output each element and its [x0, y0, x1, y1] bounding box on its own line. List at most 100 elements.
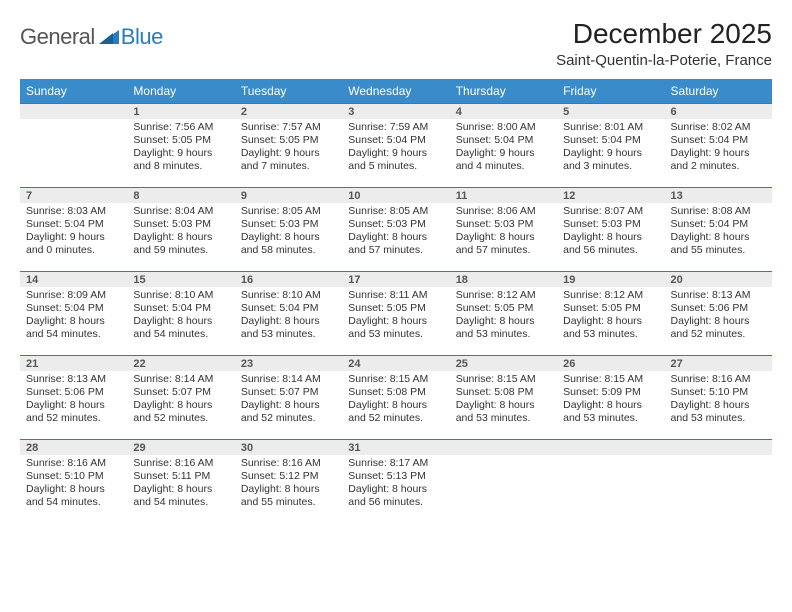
- calendar-day-cell: 12Sunrise: 8:07 AMSunset: 5:03 PMDayligh…: [557, 187, 664, 271]
- day-number: 10: [342, 187, 449, 203]
- day-info-line: Daylight: 9 hours: [133, 147, 228, 160]
- day-number: 17: [342, 271, 449, 287]
- day-number: 21: [20, 355, 127, 371]
- day-info-line: Sunset: 5:06 PM: [26, 386, 121, 399]
- day-number: [557, 439, 664, 455]
- day-info-line: and 53 minutes.: [348, 328, 443, 341]
- day-body: Sunrise: 8:11 AMSunset: 5:05 PMDaylight:…: [342, 287, 449, 346]
- day-info-line: Daylight: 8 hours: [563, 399, 658, 412]
- day-body: Sunrise: 8:15 AMSunset: 5:08 PMDaylight:…: [342, 371, 449, 430]
- day-info-line: and 53 minutes.: [563, 328, 658, 341]
- day-info-line: Sunrise: 8:15 AM: [348, 373, 443, 386]
- day-info-line: Daylight: 8 hours: [456, 399, 551, 412]
- day-info-line: Daylight: 8 hours: [671, 399, 766, 412]
- day-info-line: Daylight: 8 hours: [241, 483, 336, 496]
- day-info-line: Daylight: 8 hours: [563, 231, 658, 244]
- calendar-week-row: 28Sunrise: 8:16 AMSunset: 5:10 PMDayligh…: [20, 439, 772, 523]
- day-info-line: Sunrise: 8:12 AM: [456, 289, 551, 302]
- calendar-day-cell: 1Sunrise: 7:56 AMSunset: 5:05 PMDaylight…: [127, 103, 234, 187]
- calendar-week-row: 1Sunrise: 7:56 AMSunset: 5:05 PMDaylight…: [20, 103, 772, 187]
- day-number: 1: [127, 103, 234, 119]
- day-info-line: Sunset: 5:04 PM: [26, 218, 121, 231]
- day-header: Tuesday: [235, 79, 342, 103]
- day-info-line: Sunset: 5:04 PM: [241, 302, 336, 315]
- day-body: Sunrise: 8:06 AMSunset: 5:03 PMDaylight:…: [450, 203, 557, 262]
- day-body: Sunrise: 8:14 AMSunset: 5:07 PMDaylight:…: [127, 371, 234, 430]
- day-info-line: Sunset: 5:06 PM: [671, 302, 766, 315]
- day-body: Sunrise: 8:15 AMSunset: 5:08 PMDaylight:…: [450, 371, 557, 430]
- day-info-line: Daylight: 8 hours: [456, 315, 551, 328]
- day-number: 3: [342, 103, 449, 119]
- logo-triangle-icon: [99, 26, 119, 44]
- day-body: Sunrise: 8:17 AMSunset: 5:13 PMDaylight:…: [342, 455, 449, 514]
- day-body: Sunrise: 8:16 AMSunset: 5:10 PMDaylight:…: [20, 455, 127, 514]
- day-info-line: and 54 minutes.: [133, 328, 228, 341]
- day-info-line: Daylight: 8 hours: [241, 231, 336, 244]
- day-body: Sunrise: 8:16 AMSunset: 5:10 PMDaylight:…: [665, 371, 772, 430]
- day-info-line: Sunrise: 8:14 AM: [133, 373, 228, 386]
- day-info-line: Daylight: 8 hours: [26, 315, 121, 328]
- day-info-line: Sunset: 5:08 PM: [456, 386, 551, 399]
- calendar-day-cell: 19Sunrise: 8:12 AMSunset: 5:05 PMDayligh…: [557, 271, 664, 355]
- calendar-day-cell: 15Sunrise: 8:10 AMSunset: 5:04 PMDayligh…: [127, 271, 234, 355]
- day-info-line: Sunset: 5:05 PM: [563, 302, 658, 315]
- day-number: 4: [450, 103, 557, 119]
- day-body: Sunrise: 8:04 AMSunset: 5:03 PMDaylight:…: [127, 203, 234, 262]
- day-info-line: Sunrise: 8:16 AM: [133, 457, 228, 470]
- calendar-table: Sunday Monday Tuesday Wednesday Thursday…: [20, 79, 772, 523]
- day-info-line: Daylight: 8 hours: [671, 231, 766, 244]
- day-info-line: and 53 minutes.: [241, 328, 336, 341]
- calendar-day-cell: [557, 439, 664, 523]
- day-body: Sunrise: 7:56 AMSunset: 5:05 PMDaylight:…: [127, 119, 234, 178]
- day-number: 31: [342, 439, 449, 455]
- day-info-line: and 59 minutes.: [133, 244, 228, 257]
- day-info-line: Sunset: 5:05 PM: [241, 134, 336, 147]
- day-info-line: Sunrise: 8:05 AM: [241, 205, 336, 218]
- day-info-line: Sunrise: 8:16 AM: [26, 457, 121, 470]
- day-info-line: and 57 minutes.: [348, 244, 443, 257]
- day-body: [665, 455, 772, 461]
- day-info-line: and 56 minutes.: [563, 244, 658, 257]
- day-info-line: Sunrise: 8:10 AM: [241, 289, 336, 302]
- day-info-line: Daylight: 9 hours: [456, 147, 551, 160]
- day-header: Sunday: [20, 79, 127, 103]
- day-info-line: Daylight: 8 hours: [348, 231, 443, 244]
- day-body: Sunrise: 8:13 AMSunset: 5:06 PMDaylight:…: [20, 371, 127, 430]
- day-info-line: and 7 minutes.: [241, 160, 336, 173]
- day-info-line: Daylight: 8 hours: [563, 315, 658, 328]
- day-number: 18: [450, 271, 557, 287]
- day-body: Sunrise: 8:07 AMSunset: 5:03 PMDaylight:…: [557, 203, 664, 262]
- day-body: Sunrise: 8:02 AMSunset: 5:04 PMDaylight:…: [665, 119, 772, 178]
- day-header: Friday: [557, 79, 664, 103]
- day-number: 22: [127, 355, 234, 371]
- calendar-day-cell: 21Sunrise: 8:13 AMSunset: 5:06 PMDayligh…: [20, 355, 127, 439]
- day-info-line: Sunset: 5:04 PM: [348, 134, 443, 147]
- day-body: Sunrise: 7:59 AMSunset: 5:04 PMDaylight:…: [342, 119, 449, 178]
- day-number: [665, 439, 772, 455]
- day-number: 14: [20, 271, 127, 287]
- day-info-line: Sunset: 5:04 PM: [563, 134, 658, 147]
- calendar-day-cell: [20, 103, 127, 187]
- day-info-line: Sunset: 5:03 PM: [563, 218, 658, 231]
- day-info-line: Daylight: 8 hours: [133, 399, 228, 412]
- day-info-line: Sunrise: 7:59 AM: [348, 121, 443, 134]
- day-body: Sunrise: 8:05 AMSunset: 5:03 PMDaylight:…: [235, 203, 342, 262]
- day-info-line: Sunset: 5:10 PM: [26, 470, 121, 483]
- day-number: 12: [557, 187, 664, 203]
- day-number: 24: [342, 355, 449, 371]
- day-body: [450, 455, 557, 461]
- day-number: 7: [20, 187, 127, 203]
- day-info-line: Sunset: 5:13 PM: [348, 470, 443, 483]
- day-info-line: and 53 minutes.: [563, 412, 658, 425]
- day-info-line: and 5 minutes.: [348, 160, 443, 173]
- calendar-day-cell: 5Sunrise: 8:01 AMSunset: 5:04 PMDaylight…: [557, 103, 664, 187]
- day-info-line: Sunrise: 8:09 AM: [26, 289, 121, 302]
- day-body: [20, 119, 127, 125]
- day-header: Thursday: [450, 79, 557, 103]
- day-info-line: Sunrise: 8:17 AM: [348, 457, 443, 470]
- day-info-line: Daylight: 8 hours: [348, 483, 443, 496]
- day-body: Sunrise: 8:16 AMSunset: 5:11 PMDaylight:…: [127, 455, 234, 514]
- calendar-day-cell: 8Sunrise: 8:04 AMSunset: 5:03 PMDaylight…: [127, 187, 234, 271]
- day-info-line: Daylight: 8 hours: [133, 483, 228, 496]
- page-header: General Blue December 2025 Saint-Quentin…: [20, 18, 772, 69]
